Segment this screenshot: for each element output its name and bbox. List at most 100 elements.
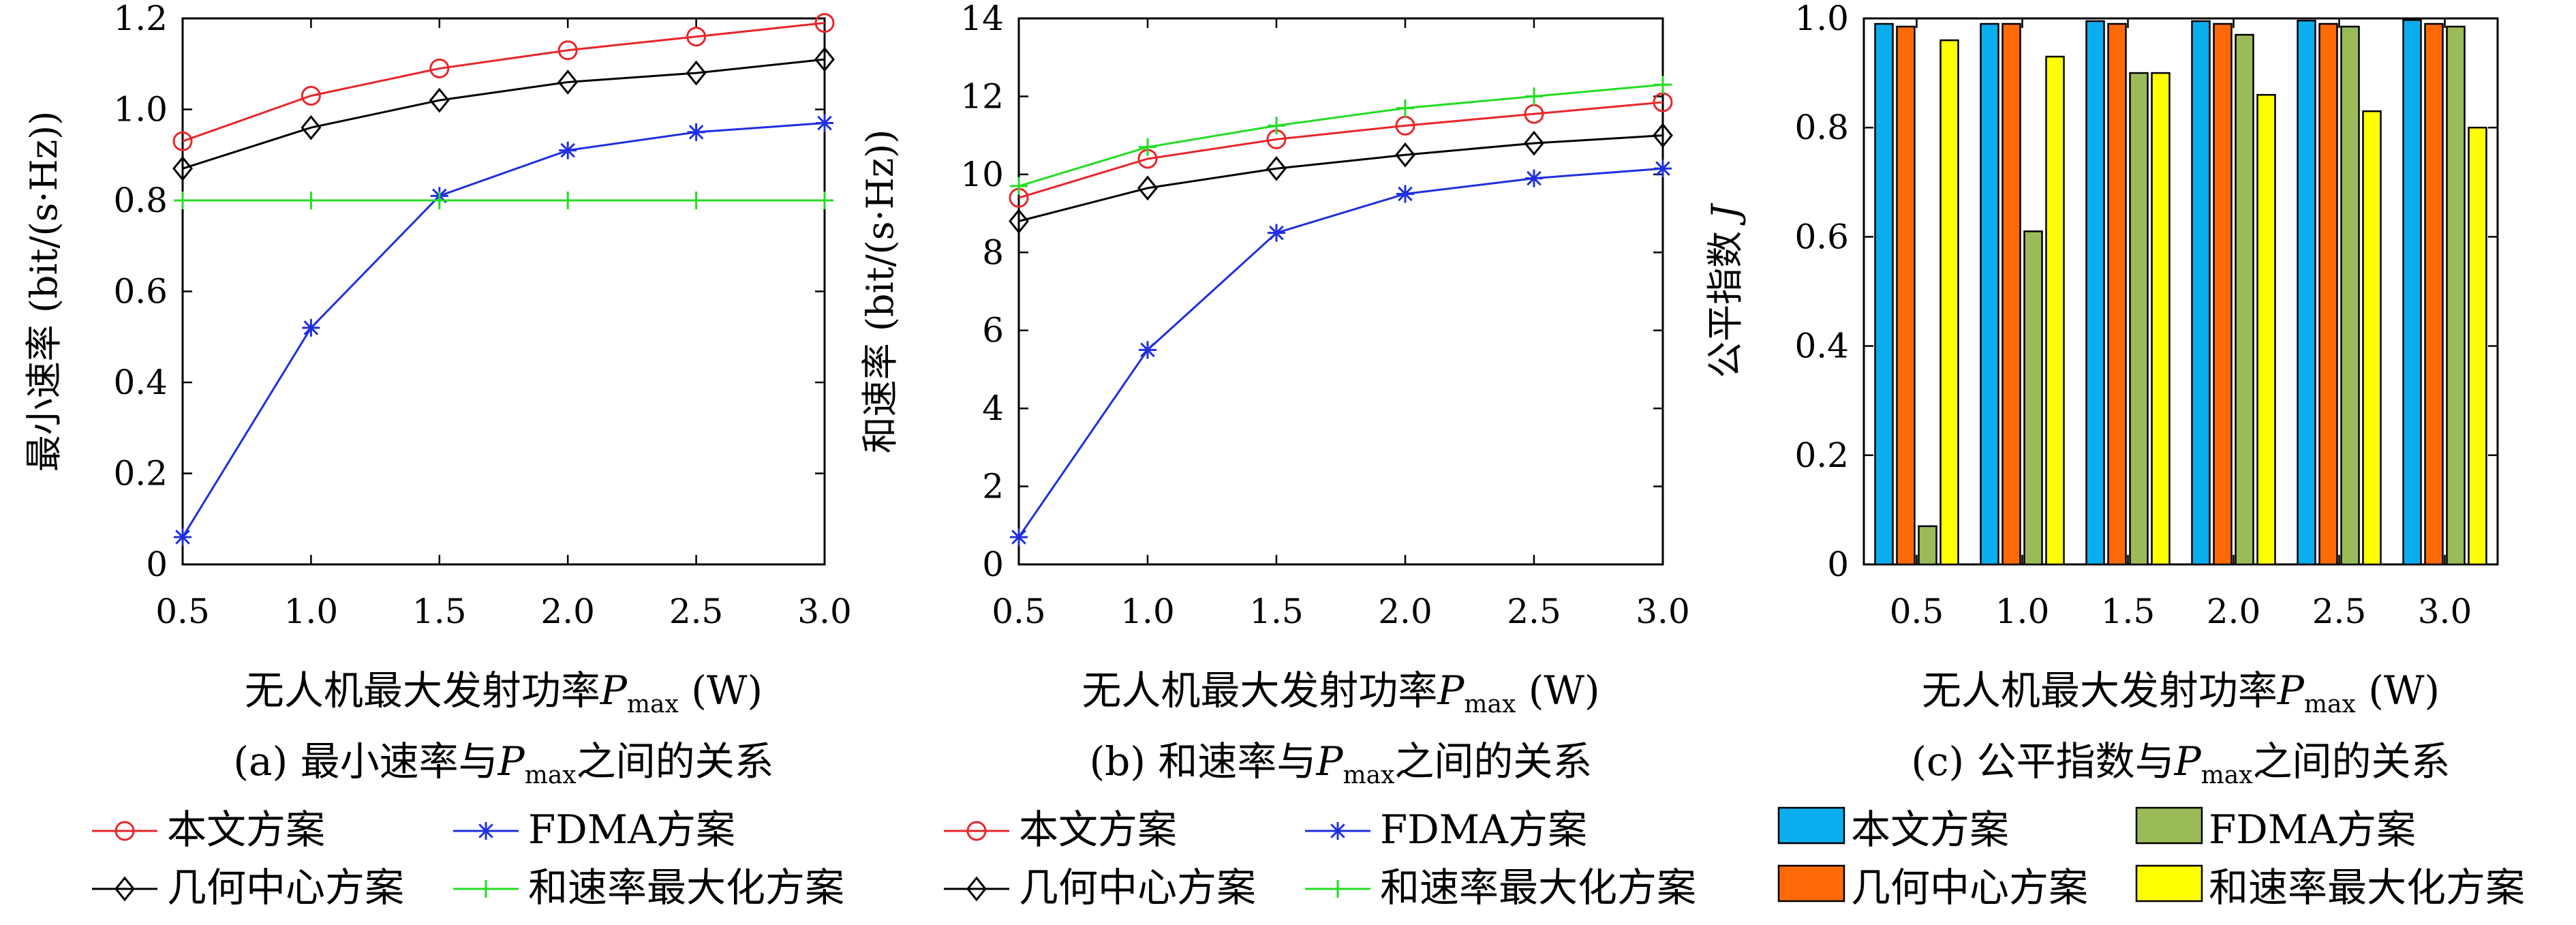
series-1 [1010, 160, 1672, 546]
x-tick-label: 1.0 [1120, 592, 1175, 631]
data-point [559, 192, 577, 209]
legend-label: 本文方案 [1851, 806, 2009, 853]
data-point [1525, 169, 1543, 187]
series-3 [174, 192, 833, 209]
bar [1980, 22, 1999, 566]
bar [2424, 22, 2444, 566]
legend-label: 和速率最大化方案 [528, 864, 844, 911]
series-1 [174, 114, 833, 546]
data-point [1396, 99, 1414, 117]
data-point [301, 115, 322, 140]
legend-item: FDMA方案 [2135, 806, 2416, 853]
y-tick-label: 0.4 [1794, 327, 1849, 366]
plot-frame [1017, 17, 1664, 566]
x-axis-label: 无人机最大发射功率Pmax (W) [1922, 667, 2440, 718]
x-tick-label: 1.5 [1249, 592, 1304, 631]
series-line [1017, 167, 1663, 538]
bar [2446, 25, 2466, 566]
bar [1918, 525, 1937, 566]
data-point [686, 60, 707, 86]
bar [2362, 110, 2382, 566]
y-tick-label: 4 [982, 389, 1004, 428]
data-point [172, 155, 193, 181]
x-tick-label: 0.5 [992, 592, 1046, 631]
data-point [1268, 224, 1285, 242]
y-tick-label: 2 [982, 467, 1004, 506]
y-tick-label: 0.6 [1794, 217, 1849, 256]
legend-item: 几何中心方案 [92, 864, 404, 911]
x-tick-label: 2.5 [2312, 592, 2367, 631]
subfigure-caption: (a) 最小速率与Pmax之间的关系 [233, 738, 773, 789]
x-tick-label: 2.0 [540, 592, 595, 631]
x-tick-label: 1.0 [1995, 592, 2050, 631]
legend-swatch [2135, 806, 2203, 845]
legend-label: 几何中心方案 [1851, 864, 2088, 911]
y-axis-label: 最小速率 (bit/(s·Hz)) [22, 111, 65, 472]
legend-marker [1329, 880, 1347, 898]
legend-marker [114, 821, 135, 841]
legend-label: FDMA方案 [2209, 806, 2416, 853]
x-tick-label: 3.0 [1636, 592, 1690, 631]
data-point [686, 27, 707, 47]
legend-item: 和速率最大化方案 [453, 864, 844, 911]
data-point [429, 87, 450, 113]
bar [1939, 39, 1959, 566]
bar [2023, 230, 2043, 566]
x-tick-label: 2.0 [2207, 592, 2261, 631]
data-point [1010, 177, 1028, 196]
legend-marker [1329, 822, 1347, 840]
data-point [1137, 175, 1158, 201]
data-point [302, 318, 320, 337]
bar [2002, 22, 2021, 566]
series-3 [1010, 76, 1672, 196]
legend-label: 几何中心方案 [167, 864, 404, 911]
bar [2213, 22, 2233, 566]
data-point [1139, 138, 1156, 156]
y-tick-label: 1.0 [1794, 0, 1849, 38]
bar [2129, 72, 2149, 566]
x-tick-label: 3.0 [2418, 592, 2472, 631]
data-point [1654, 76, 1672, 94]
data-point [1654, 160, 1672, 178]
bar [2151, 72, 2171, 566]
data-point [557, 40, 578, 61]
chart-panel-a: 0 0.2 0.4 0.6 0.8 1.0 1.2 0.5 1.0 1.5 2.0 2.5 3.0 最小速… [22, 0, 852, 631]
legend-item: 本文方案 [944, 806, 1177, 853]
bar [2191, 20, 2211, 566]
bar [2340, 25, 2360, 566]
legend-marker [477, 880, 495, 898]
data-point [1396, 185, 1414, 203]
data-point [687, 192, 705, 209]
x-tick-label: 0.5 [1890, 592, 1944, 631]
legend-item: 本文方案 [92, 806, 325, 853]
data-point [1268, 117, 1285, 135]
data-point [1009, 209, 1029, 234]
y-tick-label: 0.8 [113, 181, 168, 220]
plot-frame [1862, 17, 2499, 566]
legend-marker [477, 822, 495, 840]
chart-panel-b: 0 2 4 6 8 10 12 14 0.5 1.0 1.5 2.0 2.5 3.0 和速率 (bit/(s… [859, 0, 1690, 631]
data-point [301, 85, 321, 106]
legend-swatch [2135, 864, 2203, 903]
legend-label: FDMA方案 [1380, 806, 1587, 853]
x-tick-label: 0.5 [155, 592, 210, 631]
legend-item: 本文方案 [1777, 806, 2009, 853]
data-point [814, 13, 835, 33]
data-point [559, 141, 577, 160]
data-point [687, 123, 705, 141]
series-0 [1009, 92, 1673, 208]
x-tick-label: 2.0 [1378, 592, 1432, 631]
y-tick-label: 0.4 [113, 363, 168, 402]
data-point [1395, 142, 1415, 168]
data-point [814, 46, 835, 72]
bar [2402, 19, 2422, 566]
y-tick-label: 0 [146, 545, 168, 584]
data-point [430, 192, 448, 209]
series-line [1018, 101, 1663, 199]
data-point [1010, 528, 1028, 546]
series-line [182, 22, 825, 142]
legend-label: 本文方案 [1019, 806, 1177, 853]
bar [1874, 22, 1894, 566]
chart-panel-c: 0 0.2 0.4 0.6 0.8 1.0 0.5 1.0 1.5 2.0 2.5 3.0 公平指数 J [1704, 0, 2499, 631]
